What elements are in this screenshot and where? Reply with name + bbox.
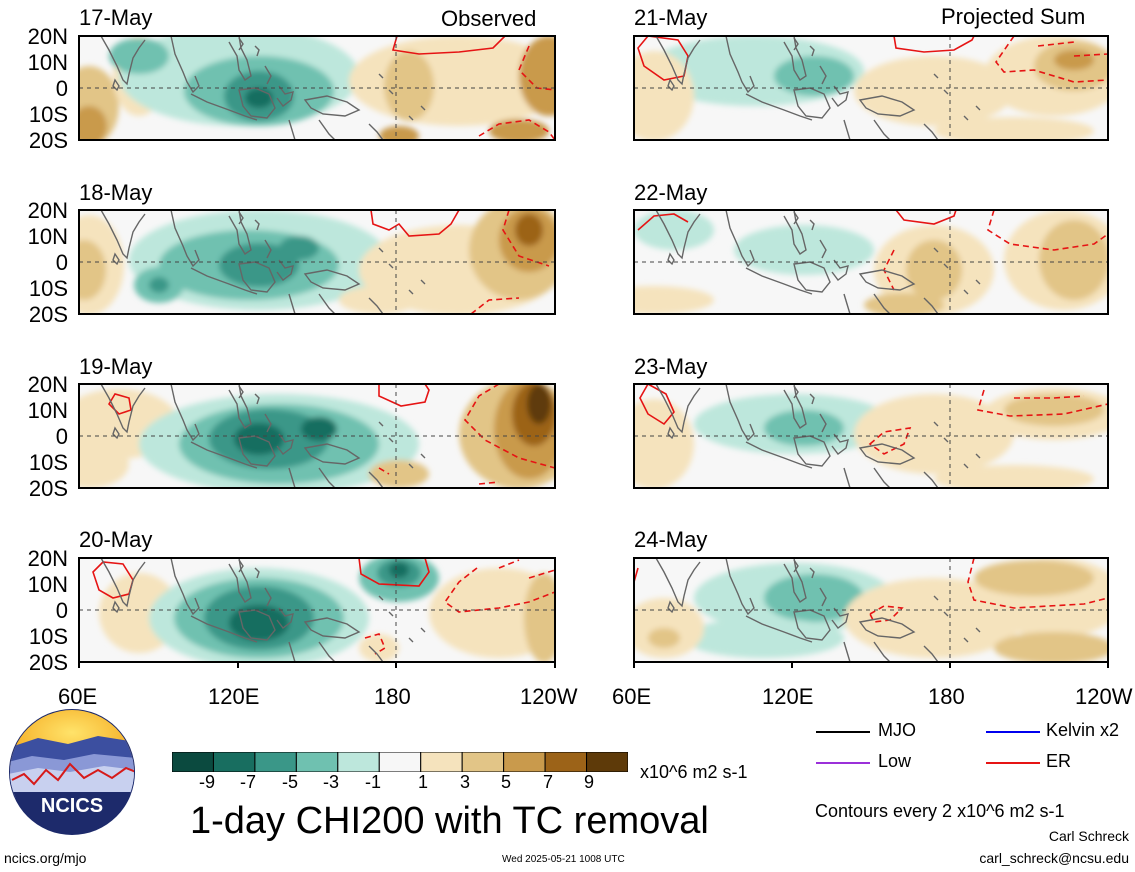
logo-text: NCICS xyxy=(41,795,103,817)
colorbar-swatch xyxy=(337,752,380,772)
lat-label: 0 xyxy=(55,424,68,449)
legend-line-er xyxy=(986,762,1040,764)
legend-label-low: Low xyxy=(878,751,912,771)
lat-label: 20S xyxy=(28,128,68,153)
colorbar xyxy=(172,752,628,772)
lat-label: 0 xyxy=(55,250,68,275)
legend-line-low xyxy=(816,762,870,764)
legend-label-er: ER xyxy=(1046,751,1072,771)
lat-label: 20N xyxy=(27,198,68,223)
colorbar-swatch xyxy=(212,752,256,772)
ncics-url[interactable]: ncics.org/mjo xyxy=(4,850,87,866)
legend-line-kelvin xyxy=(986,731,1040,733)
colorbar-swatch xyxy=(586,752,628,772)
panel-date-21-may: 21-May xyxy=(634,5,708,30)
legend-label-mjo: MJO xyxy=(878,720,916,740)
lat-label: 0 xyxy=(55,598,68,623)
panel-date-19-may: 19-May xyxy=(79,354,153,379)
lat-label: 10N xyxy=(27,50,68,75)
lat-axis-row4: 20N 10N 0 10S 20S xyxy=(6,548,68,678)
colorbar-swatch xyxy=(420,752,463,772)
lat-axis-row1: 20N 10N 0 10S 20S xyxy=(6,26,68,156)
panel-24-may xyxy=(633,557,1109,663)
lon-label-120e-left: 120E xyxy=(208,684,260,709)
ncics-logo: NCICS xyxy=(9,709,135,835)
lon-label-60e-right: 60E xyxy=(612,684,652,709)
panel-date-23-may: 23-May xyxy=(634,354,708,379)
map-panels xyxy=(78,35,1109,668)
author-email[interactable]: carl_schreck@ncsu.edu xyxy=(979,850,1129,866)
lon-label-120w-right: 120W xyxy=(1075,684,1133,709)
lat-label: 10S xyxy=(28,450,68,475)
legend-line-mjo xyxy=(816,731,870,733)
lat-label: 10S xyxy=(28,276,68,301)
lat-label: 20S xyxy=(28,650,68,675)
lat-label: 10S xyxy=(28,102,68,127)
colorbar-swatch xyxy=(461,752,505,772)
projected-header: Projected Sum xyxy=(941,4,1086,29)
colorbar-ticks: -9 -7 -5 -3 -1 1 3 5 7 9 xyxy=(172,772,628,794)
colorbar-swatch xyxy=(503,752,546,772)
lat-label: 10N xyxy=(27,572,68,597)
panel-23-may xyxy=(633,383,1109,489)
colorbar-tick: 3 xyxy=(460,772,471,792)
colorbar-swatch xyxy=(172,752,214,772)
colorbar-tick: -9 xyxy=(199,772,216,792)
colorbar-swatch xyxy=(254,752,297,772)
legend-label-kelvin: Kelvin x2 xyxy=(1046,720,1120,740)
colorbar-units: x10^6 m2 s-1 xyxy=(640,762,748,782)
colorbar-tick: 9 xyxy=(584,772,595,792)
panel-19-may xyxy=(78,383,556,489)
lat-label: 20S xyxy=(28,476,68,501)
contour-note: Contours every 2 x10^6 m2 s-1 xyxy=(815,801,1065,821)
lat-label: 10S xyxy=(28,624,68,649)
observed-header: Observed xyxy=(441,6,537,31)
lat-label: 20S xyxy=(28,302,68,327)
colorbar-tick: -3 xyxy=(323,772,340,792)
panel-date-17-may: 17-May xyxy=(79,5,153,30)
panel-date-24-may: 24-May xyxy=(634,527,708,552)
colorbar-tick: -1 xyxy=(365,772,382,792)
contour-legend: MJO Kelvin x2 Low ER xyxy=(816,720,1134,780)
author-name: Carl Schreck xyxy=(1048,828,1129,844)
lat-axis-row3: 20N 10N 0 10S 20S xyxy=(6,374,68,504)
lon-label-120w-left: 120W xyxy=(520,684,578,709)
lat-label: 20N xyxy=(27,546,68,571)
panel-22-may xyxy=(633,209,1109,315)
panel-date-22-may: 22-May xyxy=(634,180,708,205)
colorbar-tick: -5 xyxy=(282,772,299,792)
colorbar-swatch xyxy=(544,752,588,772)
lon-label-60e-left: 60E xyxy=(58,684,98,709)
lon-label-180-right: 180 xyxy=(928,684,965,709)
timestamp: Wed 2025-05-21 1008 UTC xyxy=(502,854,625,865)
lon-label-120e-right: 120E xyxy=(762,684,814,709)
colorbar-swatch xyxy=(295,752,339,772)
panel-20-may xyxy=(78,557,556,663)
lon-label-180-left: 180 xyxy=(374,684,411,709)
colorbar-swatch xyxy=(378,752,422,772)
lat-label: 20N xyxy=(27,24,68,49)
lat-label: 10N xyxy=(27,224,68,249)
panel-17-may xyxy=(78,35,556,141)
lat-label: 0 xyxy=(55,76,68,101)
colorbar-tick: -7 xyxy=(240,772,257,792)
lat-label: 10N xyxy=(27,398,68,423)
panel-18-may xyxy=(78,209,556,315)
colorbar-tick: 7 xyxy=(543,772,554,792)
panel-date-20-may: 20-May xyxy=(79,527,153,552)
colorbar-tick: 1 xyxy=(418,772,429,792)
panel-21-may xyxy=(633,35,1109,141)
figure-title: 1-day CHI200 with TC removal xyxy=(190,800,709,842)
lat-label: 20N xyxy=(27,372,68,397)
panel-date-18-may: 18-May xyxy=(79,180,153,205)
lat-axis-row2: 20N 10N 0 10S 20S xyxy=(6,200,68,330)
colorbar-tick: 5 xyxy=(501,772,512,792)
